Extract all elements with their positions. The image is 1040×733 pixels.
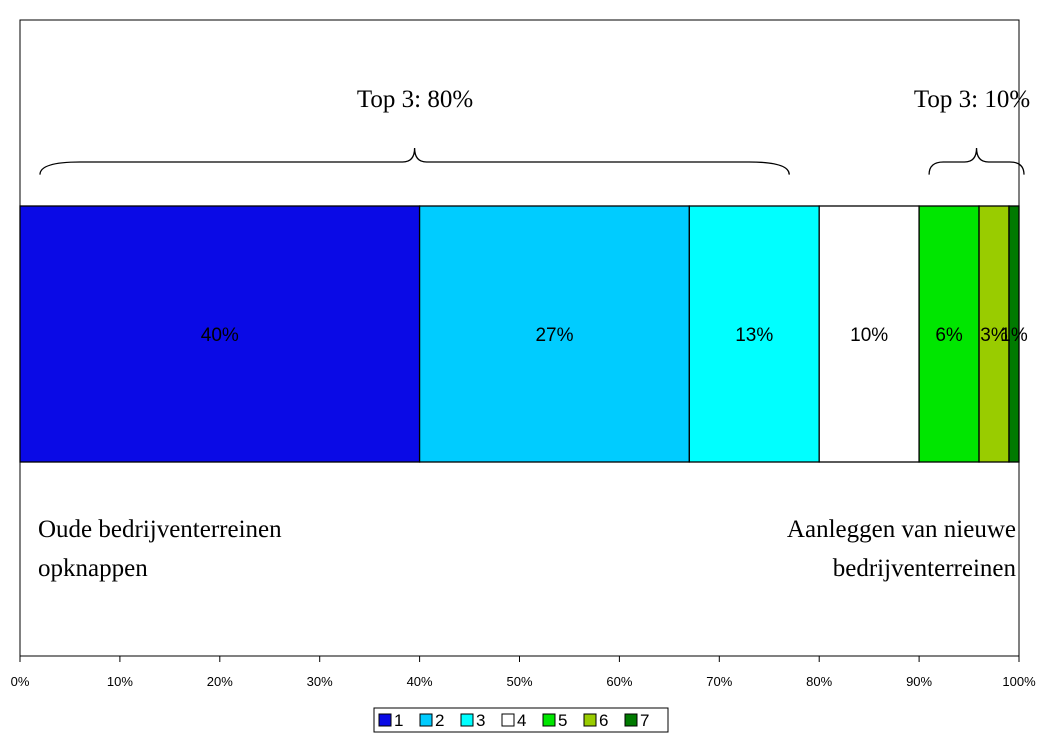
legend-label-4: 4 xyxy=(517,711,526,730)
segment-label-4: 10% xyxy=(850,325,888,346)
bar-segment-3 xyxy=(688,205,820,463)
group-braces xyxy=(39,147,1025,175)
segment-labels: 40% 27% 13% 10% 6% 3%1% xyxy=(201,325,1028,346)
x-tick-label-10: 10% xyxy=(107,674,133,689)
legend-label-1: 1 xyxy=(394,711,403,730)
brace-left xyxy=(39,147,790,175)
right-annotation-line-1: Aanleggen van nieuwe xyxy=(787,516,1016,543)
legend-swatch-3 xyxy=(460,713,474,727)
bar-segment-4 xyxy=(818,205,920,463)
left-annotation-line-1: Oude bedrijventerreinen xyxy=(38,516,282,543)
legend-label-6: 6 xyxy=(599,711,608,730)
segment-label-6: 3% xyxy=(980,325,1008,346)
x-tick-label-40: 40% xyxy=(407,674,433,689)
x-tick-label-20: 20% xyxy=(207,674,233,689)
segment-label-2: 27% xyxy=(535,325,573,346)
right-annotation-line-2: bedrijventerreinen xyxy=(833,555,1017,582)
bar-segment-5 xyxy=(918,205,980,463)
x-tick-label-90: 90% xyxy=(906,674,932,689)
legend-swatch-7 xyxy=(624,713,638,727)
legend-swatch-1 xyxy=(378,713,392,727)
legend: 1 2 3 4 5 6 7 xyxy=(373,707,669,733)
x-tick-label-30: 30% xyxy=(307,674,333,689)
bar-segment-7 xyxy=(1008,205,1020,463)
legend-swatch-6 xyxy=(583,713,597,727)
segment-label-7: 1% xyxy=(1000,325,1028,346)
bar-segment-6 xyxy=(978,205,1010,463)
left-annotation-line-2: opknappen xyxy=(38,555,148,582)
brace-right xyxy=(928,147,1025,175)
legend-swatch-4 xyxy=(501,713,515,727)
x-tick-label-50: 50% xyxy=(506,674,532,689)
x-tick-label-60: 60% xyxy=(606,674,632,689)
legend-swatch-2 xyxy=(419,713,433,727)
x-tick-label-70: 70% xyxy=(706,674,732,689)
group-label-left: Top 3: 80% xyxy=(357,86,473,113)
group-label-right: Top 3: 10% xyxy=(914,86,1030,113)
x-tick-label-100: 100% xyxy=(1002,674,1036,689)
x-axis: 0% 10% 20% 30% 40% 50% 60% 70% 80% 90% 100% xyxy=(11,656,1036,689)
segment-label-5: 6% xyxy=(935,325,963,346)
x-tick-label-80: 80% xyxy=(806,674,832,689)
segment-label-3: 13% xyxy=(735,325,773,346)
legend-label-3: 3 xyxy=(476,711,485,730)
legend-label-2: 2 xyxy=(435,711,444,730)
x-tick-label-0: 0% xyxy=(11,674,30,689)
legend-swatch-5 xyxy=(542,713,556,727)
legend-label-7: 7 xyxy=(640,711,649,730)
bar-segment-1 xyxy=(19,205,421,463)
bar-segment-2 xyxy=(418,205,690,463)
bar-segments xyxy=(19,205,1020,463)
legend-label-5: 5 xyxy=(558,711,567,730)
segment-label-1: 40% xyxy=(201,325,239,346)
